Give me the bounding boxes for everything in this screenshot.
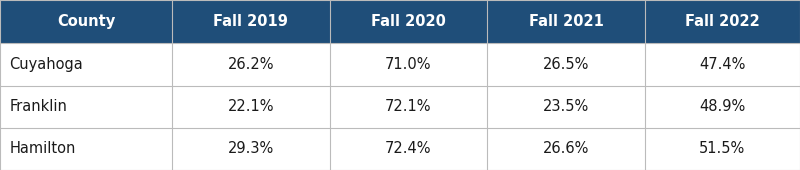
Text: 26.6%: 26.6% [543, 141, 589, 156]
Bar [487, 0, 645, 43]
Bar [172, 0, 330, 43]
Bar [487, 86, 645, 128]
Bar [645, 128, 800, 170]
Text: 47.4%: 47.4% [699, 57, 746, 72]
Text: Cuyahoga: Cuyahoga [10, 57, 83, 72]
Text: 26.5%: 26.5% [543, 57, 589, 72]
Text: Franklin: Franklin [10, 99, 67, 114]
Text: Fall 2020: Fall 2020 [371, 14, 446, 29]
Bar [0, 0, 172, 43]
Text: Fall 2021: Fall 2021 [529, 14, 603, 29]
Bar [645, 0, 800, 43]
Text: Fall 2022: Fall 2022 [685, 14, 760, 29]
Text: County: County [57, 14, 115, 29]
Bar [330, 86, 487, 128]
Text: 51.5%: 51.5% [699, 141, 746, 156]
Bar [0, 86, 172, 128]
Bar [172, 128, 330, 170]
Bar [487, 128, 645, 170]
Bar [0, 128, 172, 170]
Text: Fall 2019: Fall 2019 [214, 14, 288, 29]
Text: 72.4%: 72.4% [385, 141, 432, 156]
Bar [330, 0, 487, 43]
Bar [330, 43, 487, 86]
Bar [172, 86, 330, 128]
Text: 23.5%: 23.5% [543, 99, 589, 114]
Text: Hamilton: Hamilton [10, 141, 76, 156]
Text: 26.2%: 26.2% [227, 57, 274, 72]
Bar [487, 43, 645, 86]
Text: 71.0%: 71.0% [385, 57, 432, 72]
Text: 72.1%: 72.1% [385, 99, 432, 114]
Bar [172, 43, 330, 86]
Bar [645, 86, 800, 128]
Text: 29.3%: 29.3% [228, 141, 274, 156]
Bar [330, 128, 487, 170]
Bar [0, 43, 172, 86]
Text: 48.9%: 48.9% [699, 99, 746, 114]
Text: 22.1%: 22.1% [227, 99, 274, 114]
Bar [645, 43, 800, 86]
